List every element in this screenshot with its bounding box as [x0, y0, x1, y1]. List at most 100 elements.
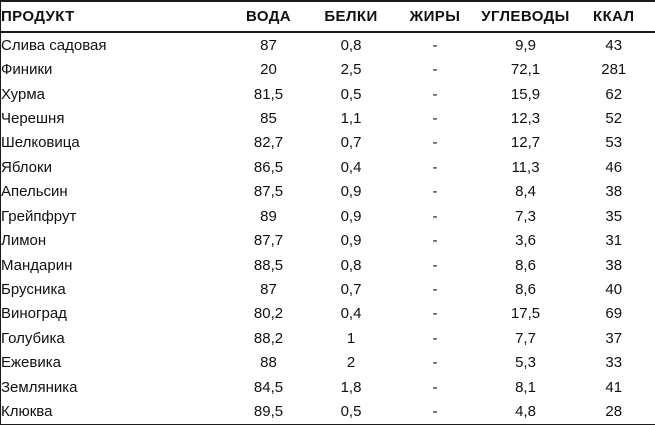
cell-protein: 0,8 — [340, 256, 362, 274]
col-header-protein: БЕЛКИ — [310, 1, 392, 33]
cell-fat: - — [432, 329, 438, 347]
cell-fat: - — [432, 158, 438, 176]
cell-protein: 0,4 — [340, 305, 362, 323]
cell-carbs: 15,9 — [510, 85, 541, 103]
cell-water: 88,5 — [253, 256, 284, 274]
cell-carbs: 72,1 — [510, 61, 541, 79]
cell-product: Апельсин — [1, 183, 68, 201]
table-body: Слива садовая 87 0,8 - 9,9 43 Финики 20 … — [1, 32, 655, 425]
cell-kcal: 35 — [605, 207, 623, 225]
cell-carbs: 7,7 — [515, 329, 536, 347]
cell-protein: 0,7 — [340, 134, 362, 152]
cell-carbs: 9,9 — [515, 36, 536, 54]
cell-carbs: 17,5 — [510, 305, 541, 323]
cell-carbs: 5,3 — [515, 354, 536, 372]
table-row: Земляника 84,5 1,8 - 8,1 41 — [1, 375, 655, 399]
cell-product: Ежевика — [1, 354, 61, 372]
cell-carbs: 7,3 — [515, 207, 536, 225]
cell-fat: - — [432, 403, 438, 421]
table-row: Яблоки 86,5 0,4 - 11,3 46 — [1, 155, 655, 179]
cell-product: Земляника — [1, 378, 78, 396]
cell-fat: - — [432, 134, 438, 152]
table-row: Брусника 87 0,7 - 8,6 40 — [1, 277, 655, 301]
cell-product: Финики — [1, 61, 53, 79]
table-row: Слива садовая 87 0,8 - 9,9 43 — [1, 32, 655, 57]
cell-fat: - — [432, 378, 438, 396]
cell-water: 85 — [260, 110, 277, 127]
cell-fat: - — [432, 110, 438, 127]
col-header-carbs: УГЛЕВОДЫ — [478, 1, 573, 33]
table-row: Голубика 88,2 1 - 7,7 37 — [1, 326, 655, 350]
cell-protein: 2,5 — [340, 61, 362, 79]
cell-protein: 0,4 — [340, 158, 362, 176]
cell-water: 89 — [260, 207, 277, 225]
cell-water: 20 — [260, 61, 277, 79]
cell-carbs: 8,6 — [515, 256, 536, 274]
cell-protein: 2 — [346, 354, 356, 372]
cell-kcal: 69 — [605, 305, 623, 323]
cell-protein: 1,8 — [340, 378, 362, 396]
cell-kcal: 53 — [605, 134, 623, 152]
cell-protein: 0,9 — [340, 183, 362, 201]
cell-kcal: 43 — [605, 36, 623, 54]
table-row: Хурма 81,5 0,5 - 15,9 62 — [1, 82, 655, 106]
cell-carbs: 8,4 — [515, 183, 536, 201]
cell-protein: 0,8 — [340, 36, 362, 54]
cell-fat: - — [432, 280, 438, 298]
cell-protein: 0,5 — [340, 403, 362, 421]
cell-product: Грейпфрут — [1, 207, 77, 225]
table-row: Грейпфрут 89 0,9 - 7,3 35 — [1, 204, 655, 228]
cell-kcal: 38 — [605, 256, 623, 274]
cell-fat: - — [432, 256, 438, 274]
cell-kcal: 28 — [605, 403, 623, 421]
table-row: Финики 20 2,5 - 72,1 281 — [1, 57, 655, 81]
cell-protein: 0,7 — [340, 280, 362, 298]
cell-protein: 1 — [346, 329, 356, 347]
cell-kcal: 46 — [605, 158, 623, 176]
col-header-water: ВОДА — [226, 1, 311, 33]
cell-kcal: 62 — [605, 85, 623, 103]
cell-product: Слива садовая — [1, 36, 107, 54]
cell-water: 88,2 — [253, 329, 284, 347]
cell-carbs: 11,3 — [511, 158, 540, 176]
table-row: Апельсин 87,5 0,9 - 8,4 38 — [1, 180, 655, 204]
cell-water: 87,5 — [253, 183, 284, 201]
table-row: Ежевика 88 2 - 5,3 33 — [1, 351, 655, 375]
cell-kcal: 37 — [605, 329, 623, 347]
table-row: Шелковица 82,7 0,7 - 12,7 53 — [1, 131, 655, 155]
table-row: Мандарин 88,5 0,8 - 8,6 38 — [1, 253, 655, 277]
cell-carbs: 12,3 — [510, 110, 541, 127]
cell-fat: - — [432, 61, 438, 79]
cell-kcal: 40 — [605, 280, 623, 298]
cell-product: Голубика — [1, 329, 65, 347]
cell-protein: 0,9 — [340, 207, 362, 225]
cell-kcal: 281 — [601, 61, 627, 79]
cell-water: 87 — [260, 36, 277, 54]
cell-kcal: 38 — [605, 183, 623, 201]
cell-carbs: 12,7 — [510, 134, 541, 152]
table-header: ПРОДУКТ ВОДА БЕЛКИ ЖИРЫ УГЛЕВОДЫ ККАЛ — [0, 1, 655, 33]
cell-fat: - — [432, 183, 438, 201]
cell-protein: 0,5 — [340, 85, 362, 103]
cell-product: Яблоки — [1, 158, 52, 176]
cell-carbs: 8,1 — [515, 378, 536, 396]
cell-product: Мандарин — [1, 256, 73, 274]
cell-fat: - — [432, 207, 438, 225]
cell-product: Лимон — [1, 232, 47, 250]
cell-product: Брусника — [1, 280, 66, 298]
header-row: ПРОДУКТ ВОДА БЕЛКИ ЖИРЫ УГЛЕВОДЫ ККАЛ — [0, 1, 655, 33]
cell-product: Клюква — [1, 403, 53, 421]
table-row: Клюква 89,5 0,5 - 4,8 28 — [1, 399, 655, 424]
col-header-kcal: ККАЛ — [572, 1, 655, 33]
cell-kcal: 33 — [605, 354, 623, 372]
cell-water: 81,5 — [253, 85, 284, 103]
cell-protein: 1,1 — [340, 110, 362, 127]
cell-water: 82,7 — [253, 134, 284, 152]
cell-water: 87 — [260, 280, 277, 298]
cell-water: 80,2 — [253, 305, 284, 323]
cell-protein: 0,9 — [340, 232, 362, 250]
cell-water: 88 — [260, 354, 277, 372]
cell-kcal: 52 — [605, 110, 623, 127]
